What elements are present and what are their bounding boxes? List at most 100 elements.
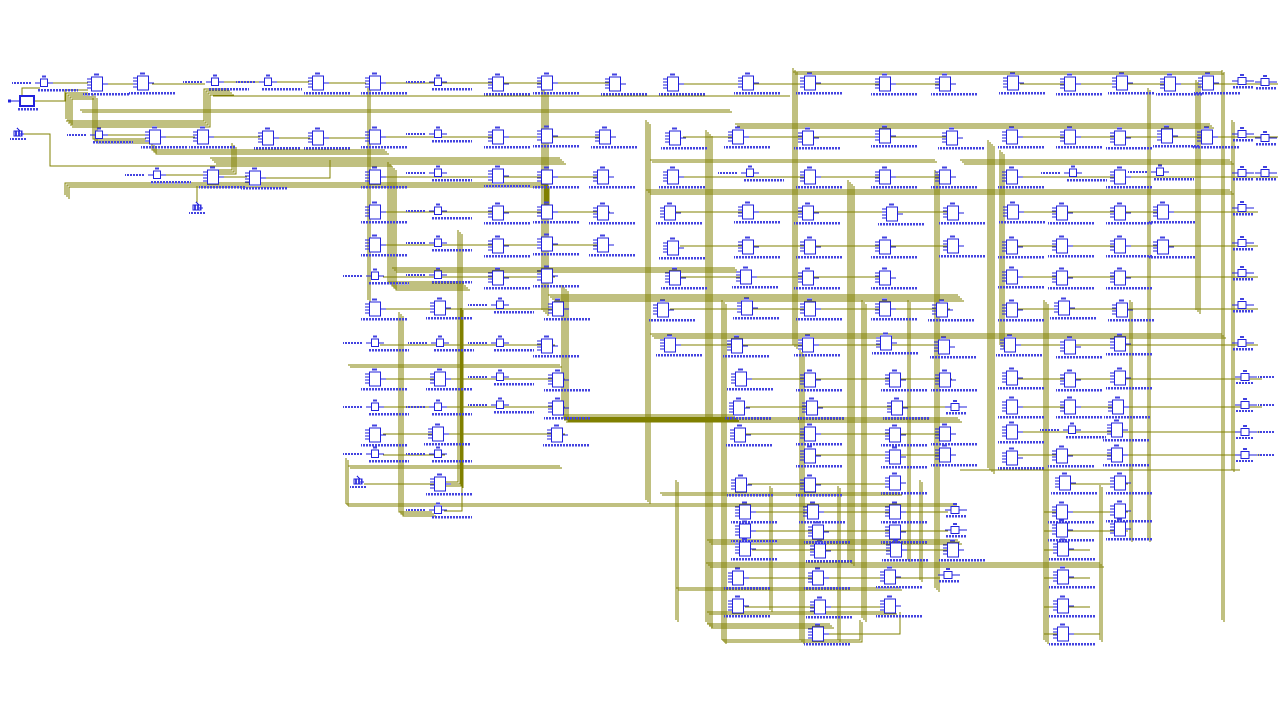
flipflop-symbol[interactable]	[361, 368, 407, 391]
flipflop-symbol[interactable]	[1049, 538, 1095, 561]
wire[interactable]	[444, 484, 463, 512]
buffer-symbol[interactable]	[236, 74, 302, 91]
wire[interactable]	[389, 164, 464, 285]
flipflop-symbol[interactable]	[1149, 201, 1195, 224]
flipflop-symbol[interactable]	[998, 421, 1044, 444]
flipflop-symbol[interactable]	[998, 126, 1044, 149]
flipflop-symbol[interactable]	[544, 397, 590, 420]
flipflop-symbol[interactable]	[1050, 297, 1096, 320]
flipflop-symbol[interactable]	[796, 236, 842, 259]
flipflop-symbol[interactable]	[796, 423, 842, 446]
flipflop-symbol[interactable]	[998, 299, 1044, 322]
flipflop-symbol[interactable]	[794, 334, 840, 357]
flipflop-symbol[interactable]	[361, 298, 407, 321]
flipflop-symbol[interactable]	[361, 126, 407, 149]
buffer-symbol[interactable]	[406, 267, 472, 284]
flipflop-symbol[interactable]	[798, 397, 844, 420]
flipflop-symbol[interactable]	[1048, 501, 1094, 524]
flipflop-symbol[interactable]	[424, 423, 470, 446]
wire[interactable]	[68, 186, 550, 219]
output-net-tag-labeled[interactable]	[1235, 448, 1274, 463]
wire[interactable]	[825, 612, 901, 635]
flipflop-symbol[interactable]	[939, 235, 985, 258]
output-net-tag[interactable]	[1255, 75, 1277, 90]
flipflop-symbol[interactable]	[871, 236, 917, 259]
flipflop-symbol[interactable]	[484, 235, 530, 258]
buffer-symbol[interactable]	[468, 369, 534, 386]
flipflop-symbol[interactable]	[656, 202, 702, 225]
flipflop-symbol[interactable]	[1103, 444, 1149, 467]
flipflop-symbol[interactable]	[1051, 472, 1097, 495]
buffer-symbol[interactable]	[468, 297, 534, 314]
flipflop-symbol[interactable]	[881, 501, 927, 524]
wire[interactable]	[402, 316, 436, 517]
buffer-symbol[interactable]	[125, 167, 191, 184]
flipflop-symbol[interactable]	[799, 501, 845, 524]
wire[interactable]	[395, 170, 470, 291]
wire[interactable]	[391, 166, 466, 287]
flipflop-symbol[interactable]	[931, 73, 977, 96]
wire[interactable]	[68, 90, 230, 124]
flipflop-symbol[interactable]	[361, 234, 407, 257]
buffer-symbol[interactable]	[718, 165, 784, 182]
flipflop-symbol[interactable]	[533, 233, 579, 256]
flipflop-symbol[interactable]	[881, 424, 927, 447]
wire[interactable]	[724, 622, 863, 643]
flipflop-symbol[interactable]	[930, 336, 976, 359]
flipflop-symbol[interactable]	[1056, 126, 1102, 149]
flipflop-symbol[interactable]	[361, 72, 407, 95]
wire[interactable]	[64, 182, 546, 215]
flipflop-symbol[interactable]	[796, 369, 842, 392]
flipflop-symbol[interactable]	[304, 72, 350, 95]
flipflop-symbol[interactable]	[544, 298, 590, 321]
flipflop-symbol[interactable]	[882, 539, 928, 562]
buffer-symbol[interactable]	[183, 74, 249, 91]
flipflop-symbol[interactable]	[734, 236, 780, 259]
flipflop-symbol[interactable]	[589, 166, 635, 189]
flipflop-symbol[interactable]	[871, 267, 917, 290]
flipflop-symbol[interactable]	[998, 396, 1044, 419]
flipflop-symbol[interactable]	[426, 473, 472, 496]
flipflop-symbol[interactable]	[724, 567, 770, 590]
input-net-tag[interactable]	[10, 127, 26, 141]
buffer-symbol[interactable]	[406, 126, 472, 143]
output-net-tag[interactable]	[1232, 127, 1254, 142]
wire[interactable]	[24, 133, 392, 167]
buffer-symbol[interactable]	[343, 268, 409, 285]
flipflop-symbol[interactable]	[998, 367, 1044, 390]
output-net-tag[interactable]	[1232, 236, 1254, 251]
flipflop-symbol[interactable]	[533, 201, 579, 224]
flipflop-symbol[interactable]	[533, 335, 579, 358]
flipflop-symbol[interactable]	[141, 126, 187, 149]
flipflop-symbol[interactable]	[794, 202, 840, 225]
flipflop-symbol[interactable]	[796, 445, 842, 468]
flipflop-symbol[interactable]	[998, 447, 1044, 470]
buffer-symbol[interactable]	[406, 399, 472, 416]
flipflop-symbol[interactable]	[1048, 202, 1094, 225]
flipflop-symbol[interactable]	[1056, 73, 1102, 96]
buffer-symbol[interactable]	[406, 203, 472, 220]
buffer-symbol[interactable]	[343, 399, 409, 416]
flipflop-symbol[interactable]	[659, 237, 705, 260]
flipflop-symbol[interactable]	[794, 127, 840, 150]
input-port-symbol[interactable]	[8, 95, 38, 111]
flipflop-symbol[interactable]	[872, 332, 918, 355]
flipflop-symbol[interactable]	[723, 335, 769, 358]
flipflop-symbol[interactable]	[1106, 333, 1152, 356]
flipflop-symbol[interactable]	[931, 444, 977, 467]
wire[interactable]	[722, 620, 861, 641]
flipflop-symbol[interactable]	[881, 369, 927, 392]
buffer-symbol[interactable]	[406, 74, 472, 91]
flipflop-symbol[interactable]	[871, 166, 917, 189]
buffer-symbol[interactable]	[408, 335, 474, 352]
buffer-symbol[interactable]	[1041, 165, 1107, 182]
buffer-symbol[interactable]	[406, 235, 472, 252]
wire[interactable]	[66, 184, 548, 217]
output-net-tag-labeled[interactable]	[1235, 370, 1274, 385]
flipflop-symbol[interactable]	[796, 166, 842, 189]
flipflop-symbol[interactable]	[661, 267, 707, 290]
wire[interactable]	[67, 94, 90, 121]
flipflop-symbol[interactable]	[1156, 73, 1202, 96]
flipflop-symbol[interactable]	[1106, 127, 1152, 150]
